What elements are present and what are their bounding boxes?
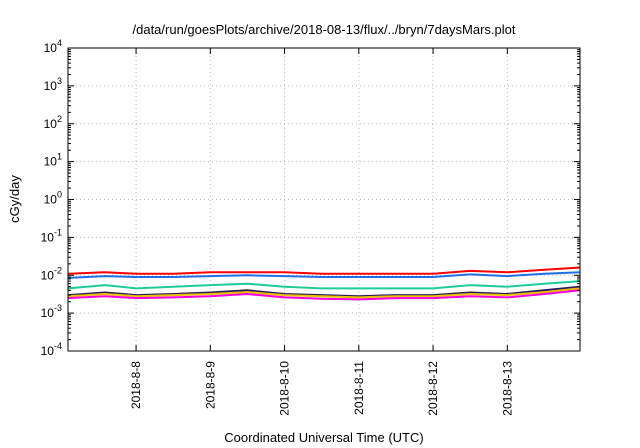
- ticks: [68, 47, 580, 352]
- y-tick-label: 10-3: [41, 303, 62, 320]
- series-line-1: [67, 266, 581, 275]
- y-tick-label: 10-4: [41, 341, 62, 358]
- x-tick-label: 2018-8-12: [426, 361, 440, 416]
- x-tick-label: 2018-8-13: [500, 361, 514, 416]
- y-tick-labels: 10-4 10-3 10-2 10-1 100 101 102 103 104: [41, 38, 62, 358]
- x-tick-label: 2018-8-11: [352, 361, 366, 415]
- y-tick-label: 102: [44, 114, 62, 131]
- x-tick-label: 2018-8-10: [278, 361, 292, 416]
- series-group: [67, 266, 581, 301]
- y-tick-label: 101: [44, 152, 62, 169]
- x-tick-label: 2018-8-9: [203, 361, 217, 409]
- chart-title: /data/run/goesPlots/archive/2018-08-13/f…: [133, 22, 516, 37]
- y-tick-label: 10-2: [41, 265, 62, 282]
- y-tick-label: 10-1: [41, 227, 62, 244]
- series-line-4: [67, 285, 581, 298]
- y-tick-label: 104: [44, 38, 62, 55]
- series-line-5: [67, 287, 581, 299]
- series-line-3: [67, 280, 581, 290]
- y-axis-label: cGy/day: [7, 175, 22, 223]
- x-axis-label: Coordinated Universal Time (UTC): [224, 430, 423, 445]
- y-tick-label: 103: [44, 76, 62, 93]
- series-line-2: [67, 271, 581, 279]
- series-line-6: [67, 289, 581, 301]
- x-tick-label: 2018-8-8: [129, 361, 143, 409]
- y-tick-label: 100: [44, 190, 62, 207]
- grid: [68, 48, 580, 351]
- x-tick-labels: 2018-8-8 2018-8-9 2018-8-10 2018-8-11 2018-8…: [129, 361, 514, 416]
